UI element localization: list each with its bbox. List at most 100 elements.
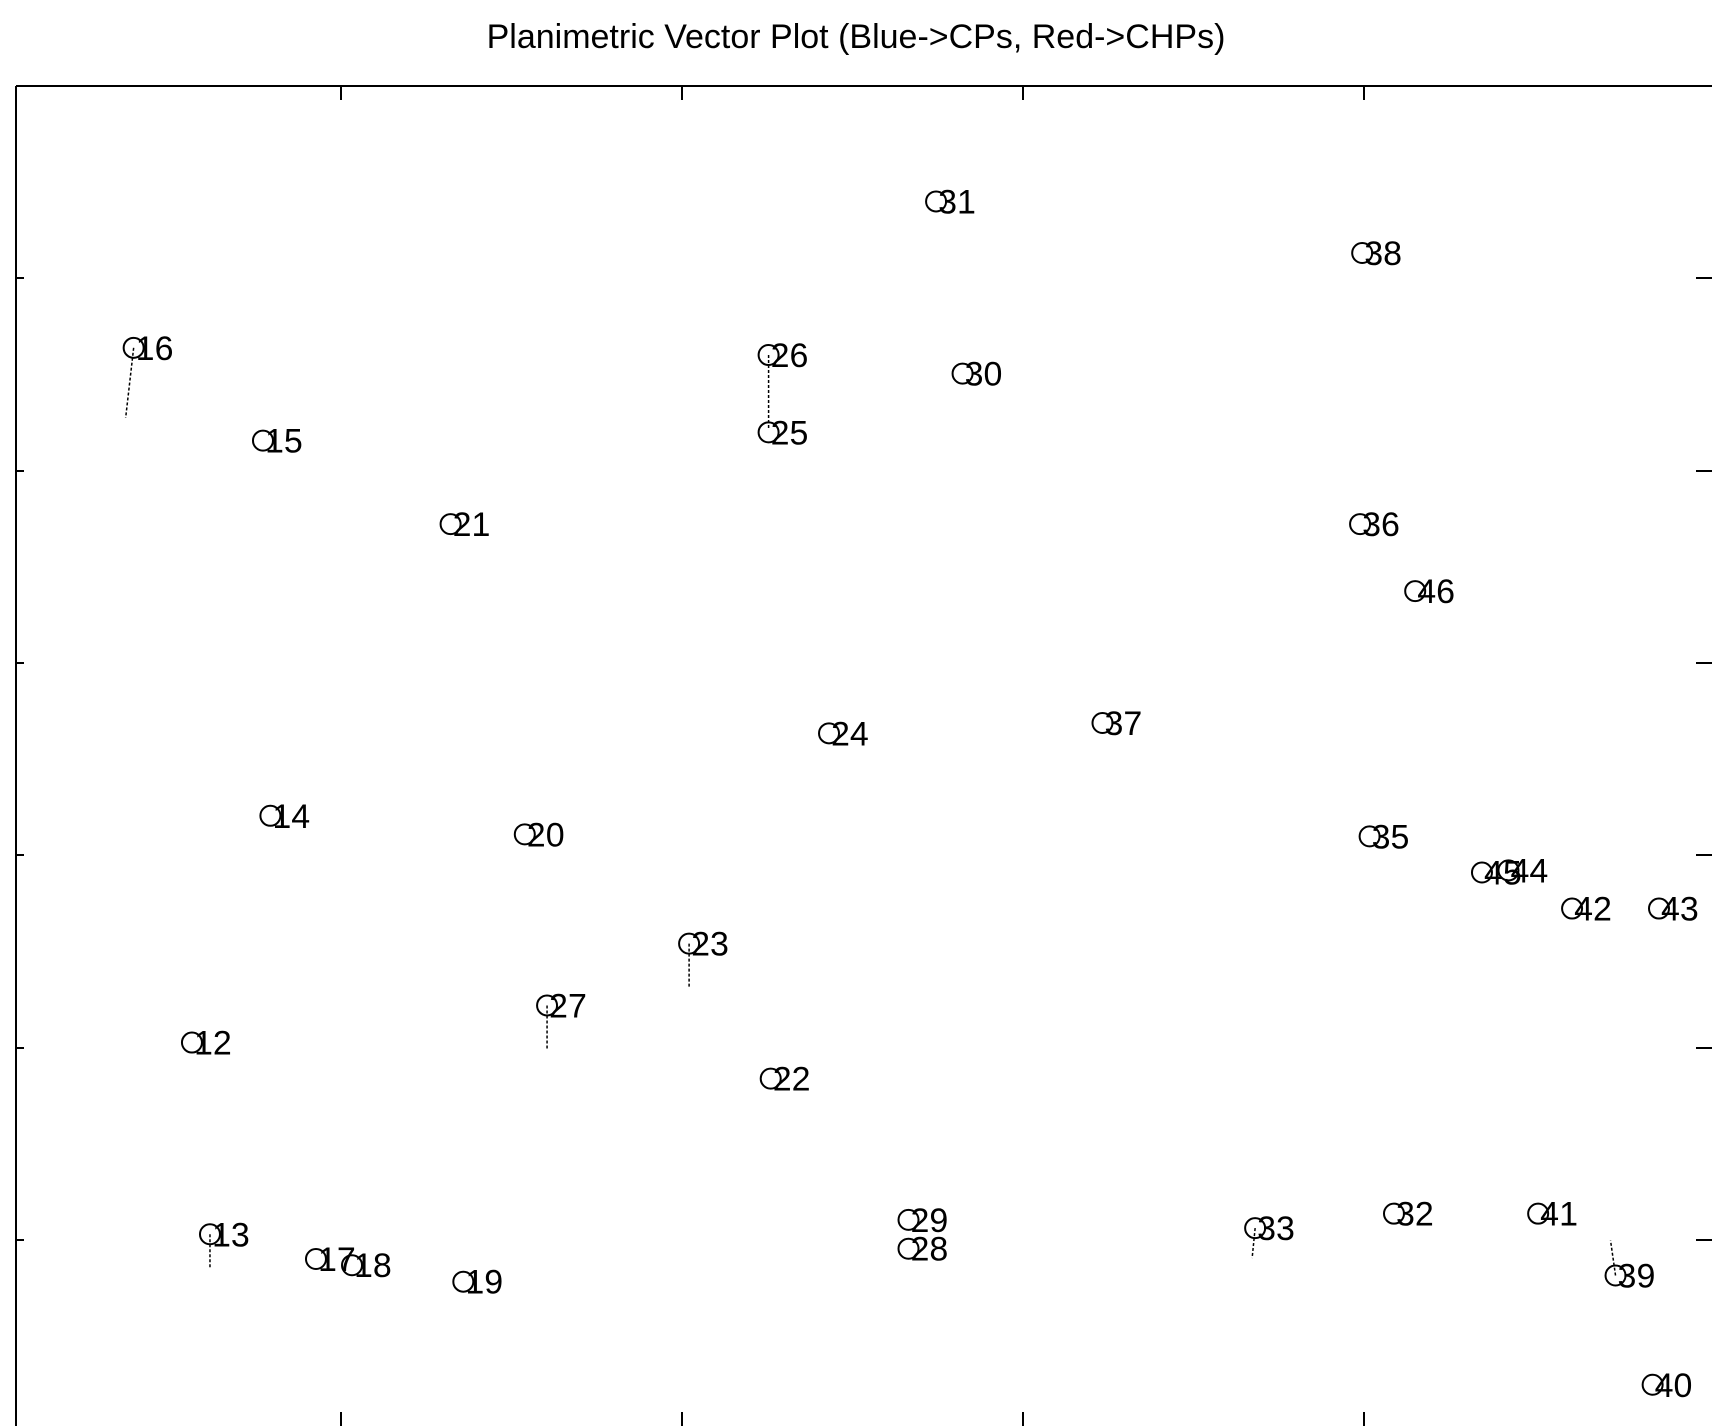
marker-33 (1244, 1217, 1267, 1240)
point-46: 46 (1404, 573, 1455, 611)
point-39: 39 (1604, 1240, 1656, 1296)
point-27: 27 (536, 987, 587, 1051)
label-16: 16 (136, 330, 174, 368)
marker-13 (198, 1223, 221, 1246)
point-23: 23 (678, 926, 729, 989)
marker-43 (1648, 897, 1670, 920)
marker-46 (1404, 580, 1427, 603)
marker-31 (925, 190, 948, 213)
marker-25 (757, 421, 780, 444)
marker-22 (759, 1067, 782, 1090)
label-44: 44 (1510, 852, 1548, 890)
point-14: 14 (259, 798, 310, 836)
label-41: 41 (1540, 1196, 1578, 1234)
marker-20 (513, 823, 536, 846)
point-29: 29 (897, 1202, 949, 1240)
point-16: 16 (122, 330, 174, 418)
marker-42 (1561, 897, 1584, 920)
marker-40 (1641, 1373, 1664, 1396)
plot-axes (15, 85, 1712, 1426)
vector-16 (124, 347, 135, 418)
label-20: 20 (527, 816, 565, 854)
marker-26 (757, 344, 780, 367)
label-46: 46 (1417, 573, 1455, 611)
marker-14 (259, 804, 282, 827)
point-19: 19 (452, 1264, 503, 1302)
label-19: 19 (465, 1264, 503, 1302)
label-30: 30 (965, 356, 1003, 394)
point-44: 44 (1497, 852, 1548, 890)
label-42: 42 (1574, 891, 1612, 929)
point-40: 40 (1641, 1367, 1693, 1405)
point-15: 15 (251, 423, 303, 461)
point-25: 25 (757, 414, 809, 452)
point-18: 18 (341, 1247, 392, 1285)
point-35: 35 (1358, 818, 1410, 856)
marker-27 (536, 994, 559, 1017)
label-39: 39 (1618, 1258, 1656, 1296)
label-32: 32 (1396, 1196, 1434, 1234)
point-30: 30 (951, 356, 1003, 394)
label-22: 22 (773, 1061, 811, 1099)
label-43: 43 (1661, 891, 1699, 929)
marker-37 (1091, 712, 1114, 735)
point-32: 32 (1383, 1196, 1434, 1234)
label-33: 33 (1257, 1210, 1295, 1248)
marker-23 (678, 932, 701, 955)
marker-28 (897, 1237, 920, 1260)
marker-18 (341, 1254, 364, 1277)
label-29: 29 (911, 1202, 949, 1240)
label-23: 23 (691, 926, 729, 964)
point-31: 31 (925, 183, 976, 221)
point-12: 12 (180, 1025, 232, 1063)
label-26: 26 (771, 337, 809, 375)
point-21: 21 (439, 506, 491, 544)
label-18: 18 (354, 1247, 392, 1285)
label-12: 12 (194, 1025, 232, 1063)
marker-30 (951, 362, 974, 385)
point-42: 42 (1561, 891, 1612, 929)
marker-15 (251, 429, 274, 452)
point-13: 13 (198, 1216, 250, 1270)
marker-29 (897, 1208, 920, 1231)
point-45: 45 (1470, 854, 1522, 892)
label-35: 35 (1372, 818, 1410, 856)
marker-36 (1349, 513, 1372, 536)
label-14: 14 (272, 798, 310, 836)
point-20: 20 (513, 816, 565, 854)
label-27: 27 (549, 987, 587, 1025)
label-31: 31 (938, 183, 976, 221)
point-36: 36 (1349, 506, 1400, 544)
marker-16 (122, 336, 145, 359)
marker-19 (452, 1270, 475, 1293)
vector-39 (1609, 1240, 1617, 1276)
point-22: 22 (759, 1061, 811, 1099)
marker-39 (1604, 1264, 1627, 1287)
label-13: 13 (212, 1216, 250, 1254)
label-15: 15 (265, 423, 303, 461)
point-24: 24 (818, 715, 869, 753)
label-25: 25 (771, 414, 809, 452)
vector-33 (1251, 1228, 1256, 1259)
label-36: 36 (1362, 506, 1400, 544)
marker-44 (1497, 859, 1520, 882)
point-26: 26 (757, 337, 809, 431)
marker-17 (304, 1248, 327, 1271)
marker-38 (1351, 241, 1374, 264)
marker-41 (1527, 1202, 1550, 1225)
point-38: 38 (1351, 235, 1402, 273)
chart-title: Planimetric Vector Plot (Blue->CPs, Red-… (486, 18, 1226, 56)
point-41: 41 (1527, 1196, 1578, 1234)
label-40: 40 (1655, 1367, 1693, 1405)
label-17: 17 (318, 1241, 356, 1279)
point-33: 33 (1244, 1210, 1295, 1259)
label-21: 21 (453, 506, 491, 544)
label-28: 28 (911, 1231, 949, 1269)
marker-35 (1358, 825, 1381, 848)
label-45: 45 (1484, 854, 1522, 892)
label-24: 24 (831, 715, 869, 753)
point-17: 17 (304, 1241, 356, 1279)
point-37: 37 (1091, 705, 1142, 743)
